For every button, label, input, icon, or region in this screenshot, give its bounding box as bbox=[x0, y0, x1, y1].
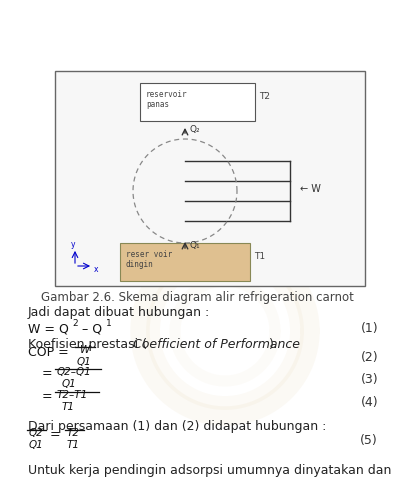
Text: =: = bbox=[42, 390, 53, 403]
Text: – Q: – Q bbox=[78, 321, 102, 334]
Bar bbox=[120, 243, 250, 282]
Text: x: x bbox=[94, 264, 98, 273]
Text: (2): (2) bbox=[360, 350, 378, 363]
Text: (5): (5) bbox=[360, 433, 378, 446]
Text: Q2: Q2 bbox=[29, 427, 44, 437]
Text: (3): (3) bbox=[360, 372, 378, 385]
Text: (4): (4) bbox=[360, 395, 378, 408]
Text: Q₂: Q₂ bbox=[189, 125, 199, 134]
Text: T1: T1 bbox=[67, 439, 80, 449]
Text: W = Q: W = Q bbox=[28, 321, 69, 334]
Text: 1: 1 bbox=[106, 318, 112, 327]
Text: (1): (1) bbox=[360, 321, 378, 334]
Text: Q₁: Q₁ bbox=[189, 241, 199, 250]
Text: =: = bbox=[50, 428, 60, 440]
Text: Q1: Q1 bbox=[62, 378, 77, 388]
Text: Coefficient of Performance: Coefficient of Performance bbox=[133, 337, 300, 350]
Text: panas: panas bbox=[146, 100, 169, 109]
Text: Q1: Q1 bbox=[77, 356, 92, 366]
Text: y: y bbox=[71, 239, 75, 248]
Text: Q2–Q1: Q2–Q1 bbox=[57, 366, 92, 376]
Text: Q1: Q1 bbox=[29, 439, 44, 449]
Text: W: W bbox=[80, 344, 90, 354]
Text: Dari persamaan (1) dan (2) didapat hubungan :: Dari persamaan (1) dan (2) didapat hubun… bbox=[28, 419, 326, 432]
Text: reservoir: reservoir bbox=[146, 90, 188, 99]
Text: T2–T1: T2–T1 bbox=[57, 389, 88, 399]
Text: T2: T2 bbox=[67, 427, 80, 437]
Text: ← W: ← W bbox=[300, 184, 321, 193]
Text: dingin: dingin bbox=[126, 260, 154, 269]
Text: Jadi dapat dibuat hubungan :: Jadi dapat dibuat hubungan : bbox=[28, 306, 210, 318]
Text: =: = bbox=[42, 367, 53, 380]
Text: T1: T1 bbox=[62, 401, 75, 411]
Text: T2: T2 bbox=[259, 92, 270, 101]
Text: COP =: COP = bbox=[28, 345, 73, 358]
Text: reser voir: reser voir bbox=[126, 249, 172, 259]
Text: ).: ). bbox=[269, 337, 278, 350]
Text: 2: 2 bbox=[72, 318, 78, 327]
Bar bbox=[55, 72, 365, 287]
Text: T1: T1 bbox=[254, 252, 265, 261]
Text: Koefisien prestasi (: Koefisien prestasi ( bbox=[28, 337, 147, 350]
Bar bbox=[140, 84, 255, 122]
Text: Untuk kerja pendingin adsorpsi umumnya dinyatakan dan: Untuk kerja pendingin adsorpsi umumnya d… bbox=[28, 463, 391, 476]
Text: Gambar 2.6. Skema diagram alir refrigeration carnot: Gambar 2.6. Skema diagram alir refrigera… bbox=[41, 291, 354, 304]
